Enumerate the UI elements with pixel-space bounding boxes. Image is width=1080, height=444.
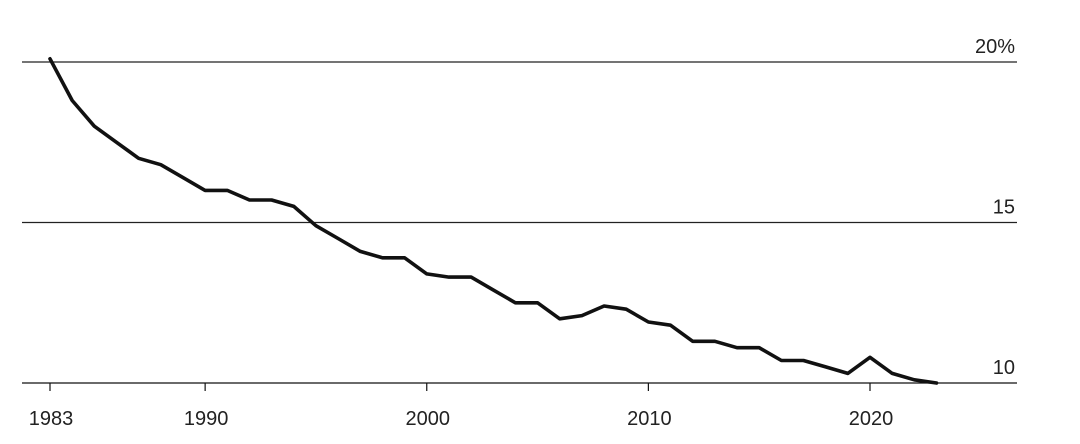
x-tick-label-1990: 1990 bbox=[184, 408, 229, 430]
x-tick-labels: 1983 1990 2000 2010 2020 bbox=[29, 408, 894, 430]
x-axis bbox=[22, 382, 1017, 391]
y-tick-label-20: 20% bbox=[975, 36, 1015, 58]
x-tick-label-2000: 2000 bbox=[406, 408, 451, 430]
x-tick-label-1983: 1983 bbox=[29, 408, 74, 430]
gridlines bbox=[22, 61, 1017, 224]
y-tick-labels: 20% 15 10 bbox=[975, 36, 1015, 379]
x-tick-label-2010: 2010 bbox=[627, 408, 672, 430]
x-tick-label-2020: 2020 bbox=[849, 408, 894, 430]
y-tick-label-10: 10 bbox=[993, 357, 1015, 379]
series bbox=[48, 56, 939, 385]
y-tick-label-15: 15 bbox=[993, 197, 1015, 219]
series-line-0 bbox=[48, 56, 939, 385]
